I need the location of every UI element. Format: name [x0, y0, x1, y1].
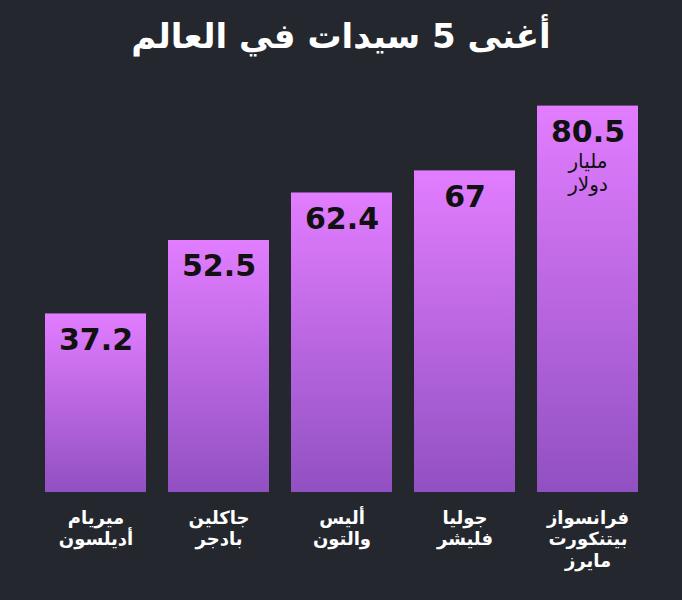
svg-text:ميريامأديلسون: ميريامأديلسون	[59, 507, 133, 551]
svg-text:أليسوالتون: أليسوالتون	[313, 506, 371, 551]
svg-text:ملياردولار: ملياردولار	[567, 149, 608, 196]
svg-text:67: 67	[444, 179, 486, 214]
svg-text:فرانسوازبيتنكورتمايرز: فرانسوازبيتنكورتمايرز	[546, 507, 629, 572]
svg-text:62.4: 62.4	[305, 201, 379, 236]
svg-text:52.5: 52.5	[182, 248, 256, 283]
svg-text:جاكلينبادجر: جاكلينبادجر	[188, 507, 249, 551]
svg-text:37.2: 37.2	[59, 322, 133, 357]
svg-text:80.5: 80.5	[551, 114, 625, 149]
svg-text:جوليافليشر: جوليافليشر	[436, 507, 493, 551]
html-text:أغنى 5 سيدات في العالم: أغنى 5 سيدات في العالم	[131, 16, 551, 56]
